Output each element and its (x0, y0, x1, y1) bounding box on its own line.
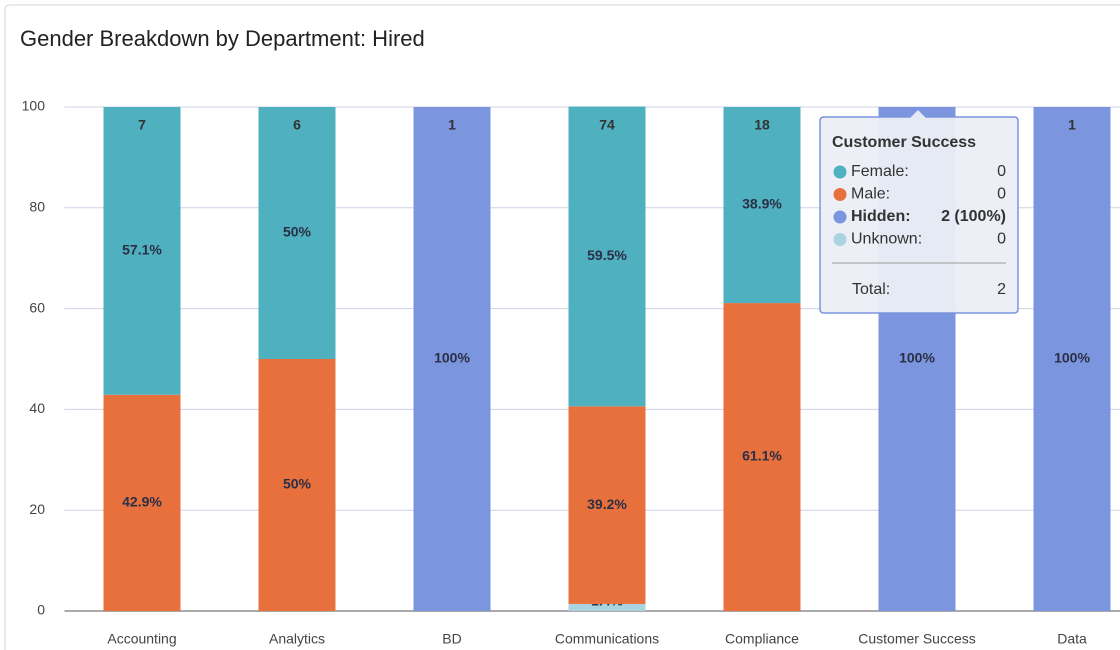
value-label: 100% (1054, 350, 1090, 366)
tooltip-value: 2 (100%) (941, 208, 1006, 225)
bar-segment (103, 394, 181, 611)
value-label: 59.5% (587, 247, 627, 263)
tooltip-total: 2 (997, 281, 1006, 298)
tooltip-label: Hidden: (851, 208, 911, 225)
bar-segment (568, 106, 646, 407)
tooltip-label: Female: (851, 163, 909, 180)
x-tick-label: Analytics (269, 631, 325, 647)
bar-segment (723, 107, 801, 304)
bar-segment (568, 406, 646, 604)
tooltip-label: Unknown: (851, 231, 922, 248)
y-tick-label: 100 (22, 98, 46, 114)
y-tick-label: 20 (29, 501, 45, 517)
x-tick-label: Customer Success (858, 631, 975, 647)
tooltip-swatch (833, 210, 847, 224)
tooltip: Customer Success Female: 0 Male: 0 Hidden: 2 (… (819, 107, 1019, 314)
x-tick-label: Data (1057, 631, 1087, 647)
bar-segment (413, 107, 491, 611)
bar-segment (258, 359, 336, 611)
x-tick-label: Communications (555, 631, 659, 647)
value-label: 61.1% (742, 448, 782, 464)
total-label: 74 (599, 117, 615, 133)
total-label: 6 (293, 117, 301, 133)
tooltip-value: 0 (997, 186, 1006, 203)
bar-segment (103, 107, 181, 395)
y-tick-label: 60 (29, 299, 45, 315)
value-label: 50% (283, 224, 312, 240)
value-label: 39.2% (587, 496, 627, 512)
chart-title: Gender Breakdown by Department: Hired (20, 26, 425, 51)
tooltip-value: 0 (997, 163, 1006, 180)
tooltip-value: 0 (997, 231, 1006, 248)
bar-segment (258, 107, 336, 359)
x-tick-label: Accounting (107, 631, 176, 647)
y-tick-label: 40 (29, 400, 45, 416)
value-label: 100% (899, 350, 935, 366)
tooltip-box (819, 107, 1019, 314)
tooltip-title: Customer Success (832, 134, 976, 151)
tooltip-swatch (833, 165, 847, 179)
tooltip-swatch (833, 233, 847, 246)
value-label: 50% (283, 476, 312, 492)
total-label: 7 (138, 117, 146, 133)
total-label: 1 (448, 117, 456, 133)
tooltip-total-label: Total: (852, 281, 890, 298)
value-label: 42.9% (122, 494, 162, 510)
tooltip-label: Male: (851, 186, 890, 203)
value-label: 100% (434, 350, 470, 366)
bar-segment (1033, 107, 1111, 611)
y-tick-label: 80 (29, 199, 45, 215)
bar-segment (723, 303, 801, 611)
value-label: 38.9% (742, 196, 782, 212)
value-label: 57.1% (122, 242, 162, 258)
total-label: 1 (1068, 117, 1076, 133)
bar-segment (568, 603, 646, 611)
total-label: 18 (754, 117, 770, 133)
x-tick-label: Compliance (725, 631, 799, 647)
x-tick-label: BD (442, 631, 461, 647)
y-tick-label: 0 (37, 602, 45, 618)
tooltip-swatch (833, 188, 847, 201)
